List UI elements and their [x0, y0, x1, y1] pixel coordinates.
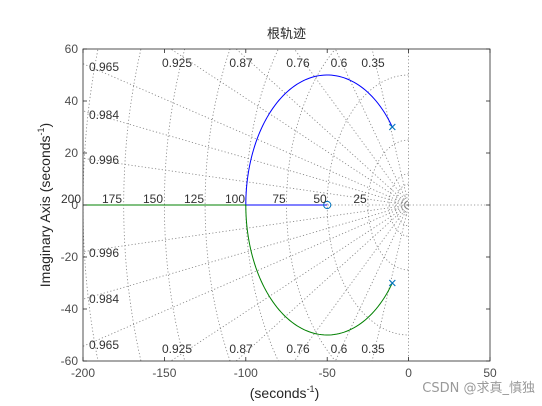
damping-label: 0.35 — [361, 342, 385, 356]
x-tick-label: 0 — [405, 366, 412, 380]
damping-label: 0.996 — [89, 246, 119, 260]
y-tick-label: -20 — [61, 250, 79, 264]
damping-label: 0.965 — [89, 60, 119, 74]
damping-ray — [83, 110, 409, 206]
frequency-label: 175 — [102, 192, 122, 206]
damping-ray — [83, 204, 409, 253]
pole-marker — [388, 279, 396, 287]
damping-label: 0.984 — [89, 108, 119, 122]
pole-stroke — [388, 279, 396, 287]
frequency-label: 75 — [272, 192, 286, 206]
frequency-circle-small — [395, 183, 409, 227]
locus-branch-upper — [245, 74, 393, 206]
damping-label: 0.87 — [229, 56, 253, 70]
damping-ray — [334, 204, 409, 361]
pole-stroke — [388, 123, 396, 131]
damping-label: 0.984 — [89, 292, 119, 306]
frequency-label: 125 — [184, 192, 204, 206]
y-tick-label: 0 — [71, 198, 78, 212]
damping-label: 0.925 — [162, 342, 192, 356]
frequency-label: 25 — [353, 192, 367, 206]
damping-label: 0.76 — [286, 342, 310, 356]
y-tick-label: -60 — [61, 354, 79, 368]
damping-ray — [170, 204, 409, 361]
frequency-label: 100 — [225, 192, 245, 206]
grid-label-layer: 0.965 0.965 0.925 0.925 0.87 0.87 0.76 0.76 0.6 0… — [61, 56, 385, 356]
pole-marker — [388, 123, 396, 131]
frequency-circle-small — [401, 194, 409, 216]
damping-label: 0.965 — [89, 338, 119, 352]
x-tick-label: -150 — [152, 366, 176, 380]
damping-label: 0.76 — [286, 56, 310, 70]
x-tick-label: -200 — [71, 366, 95, 380]
damping-ray — [170, 49, 409, 206]
damping-label: 0.6 — [331, 56, 348, 70]
damping-ray — [293, 49, 409, 206]
y-tick-label: 60 — [65, 42, 79, 56]
chart-title: 根轨迹 — [267, 27, 306, 42]
locus-branch-lower — [83, 204, 393, 336]
damping-label: 0.6 — [331, 342, 348, 356]
frequency-label: 50 — [313, 192, 327, 206]
damping-ray — [334, 49, 409, 206]
damping-label: 0.35 — [361, 56, 385, 70]
y-axis-label: Imaginary Axis (seconds-1) — [36, 123, 53, 287]
x-tick-label: -50 — [319, 366, 337, 380]
watermark: CSDN @求真_慎独 — [422, 381, 535, 396]
data-layer — [83, 74, 396, 336]
x-tick-label: 50 — [483, 366, 497, 380]
frequency-circle-small — [388, 173, 409, 237]
damping-label: 0.87 — [229, 342, 253, 356]
zero-marker — [323, 200, 332, 210]
damping-ray — [293, 204, 409, 361]
damping-ray — [83, 157, 409, 206]
frequency-label: 150 — [143, 192, 163, 206]
damping-label: 0.996 — [89, 153, 119, 167]
x-tick-label: -100 — [234, 366, 258, 380]
damping-label: 0.925 — [162, 56, 192, 70]
y-tick-label: -40 — [61, 302, 79, 316]
y-tick-label: 40 — [65, 94, 79, 108]
frequency-label: 200 — [61, 192, 81, 206]
y-tick-label: 20 — [65, 146, 79, 160]
x-axis-label: (seconds-1) — [250, 384, 320, 401]
